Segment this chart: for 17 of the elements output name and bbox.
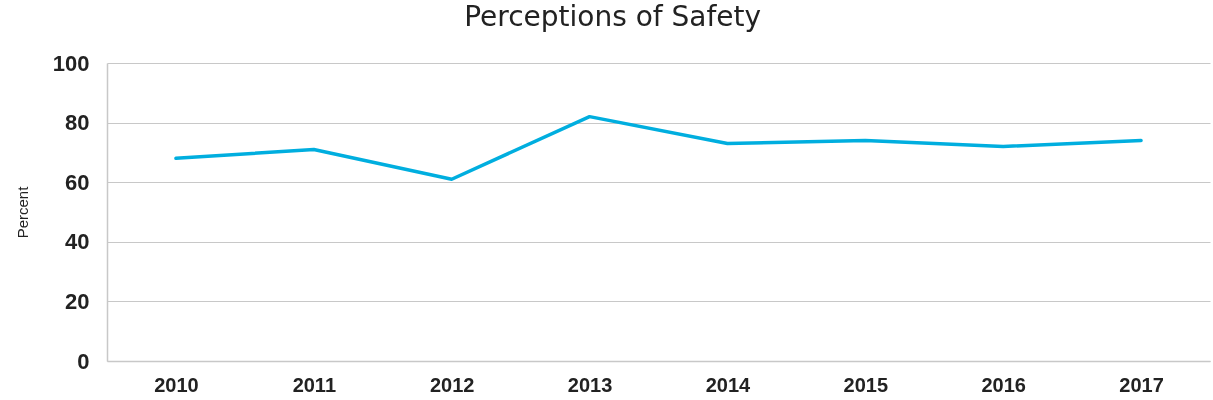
x-tick-label: 2011	[292, 373, 337, 396]
x-tick-label: 2017	[1119, 373, 1164, 396]
x-tick-label: 2013	[567, 373, 613, 396]
chart-title: Perceptions of Safety	[464, 0, 762, 33]
y-tick-label: 40	[65, 229, 90, 255]
y-tick-label: 20	[65, 288, 90, 314]
y-tick-label: 80	[65, 110, 90, 136]
y-axis-title: Percent	[13, 185, 31, 239]
y-tick-label: 60	[65, 169, 90, 195]
x-tick-label: 2010	[154, 373, 199, 396]
x-tick-label: 2015	[843, 373, 889, 396]
x-tick-label: 2016	[981, 373, 1026, 396]
line-series	[174, 114, 1143, 181]
x-tick-label: 2014	[705, 373, 752, 396]
y-tick-label: 100	[52, 50, 90, 76]
x-tick-label: 2012	[429, 373, 475, 396]
y-tick-label: 0	[77, 348, 90, 374]
